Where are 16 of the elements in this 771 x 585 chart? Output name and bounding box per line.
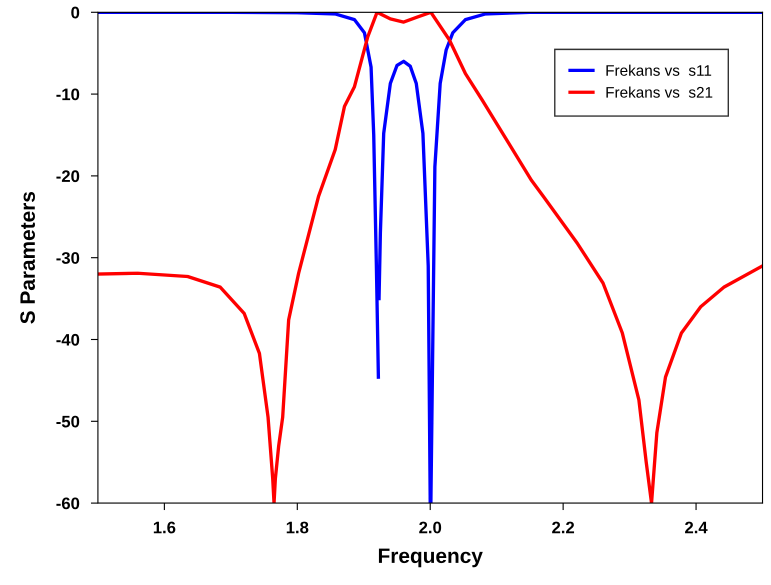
x-tick-label: 2.0 <box>419 522 442 534</box>
y-tick-label: -30 <box>56 252 80 264</box>
legend-label: Frekans vs s11 <box>606 64 712 76</box>
x-tick-label: 1.6 <box>154 522 176 534</box>
x-axis-title: Frequency <box>378 548 483 568</box>
y-tick-label: -60 <box>56 498 80 510</box>
legend-label: Frekans vs s21 <box>606 86 712 98</box>
y-tick-label: -50 <box>56 416 80 428</box>
y-tick-label: -10 <box>56 88 80 100</box>
y-tick-label: -40 <box>56 334 80 346</box>
x-tick-label: 2.4 <box>685 522 708 534</box>
y-axis-title: S Parameters <box>20 192 35 324</box>
x-tick-label: 1.8 <box>286 522 308 534</box>
y-tick-label: -20 <box>56 170 80 182</box>
x-tick-label: 2.2 <box>552 522 574 534</box>
y-tick-label: 0 <box>71 6 80 18</box>
